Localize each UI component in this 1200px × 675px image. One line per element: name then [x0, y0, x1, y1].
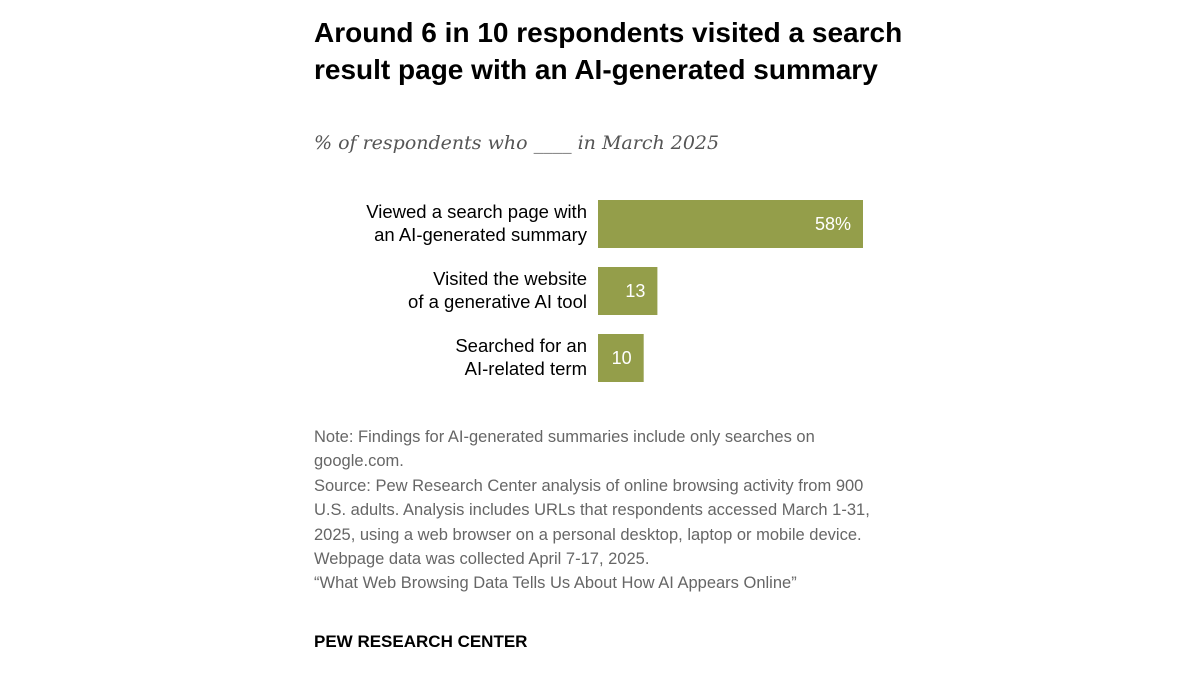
note-text: Note: Findings for AI-generated summarie…	[314, 428, 815, 471]
category-label: Viewed a search page with	[366, 201, 587, 222]
source-logo: PEW RESEARCH CENTER	[314, 632, 528, 651]
bar	[598, 334, 644, 382]
source-text: Source: Pew Research Center analysis of …	[314, 476, 870, 569]
report-title: “What Web Browsing Data Tells Us About H…	[314, 574, 797, 593]
bar	[598, 200, 863, 248]
category-label: of a generative AI tool	[408, 291, 587, 312]
data-label: 10	[612, 348, 632, 368]
data-label: 13	[625, 281, 645, 301]
chart-title: Around 6 in 10 respondents visited a sea…	[314, 17, 903, 85]
notes: Note: Findings for AI-generated summarie…	[314, 425, 894, 596]
category-label: Visited the website	[433, 268, 587, 289]
chart-subtitle: % of respondents who ____ in March 2025	[314, 132, 720, 154]
category-label: Searched for an	[455, 335, 587, 356]
data-label: 58%	[815, 214, 851, 234]
category-label: an AI-generated summary	[374, 224, 588, 245]
bar	[598, 267, 658, 315]
category-label: AI-related term	[465, 358, 587, 379]
